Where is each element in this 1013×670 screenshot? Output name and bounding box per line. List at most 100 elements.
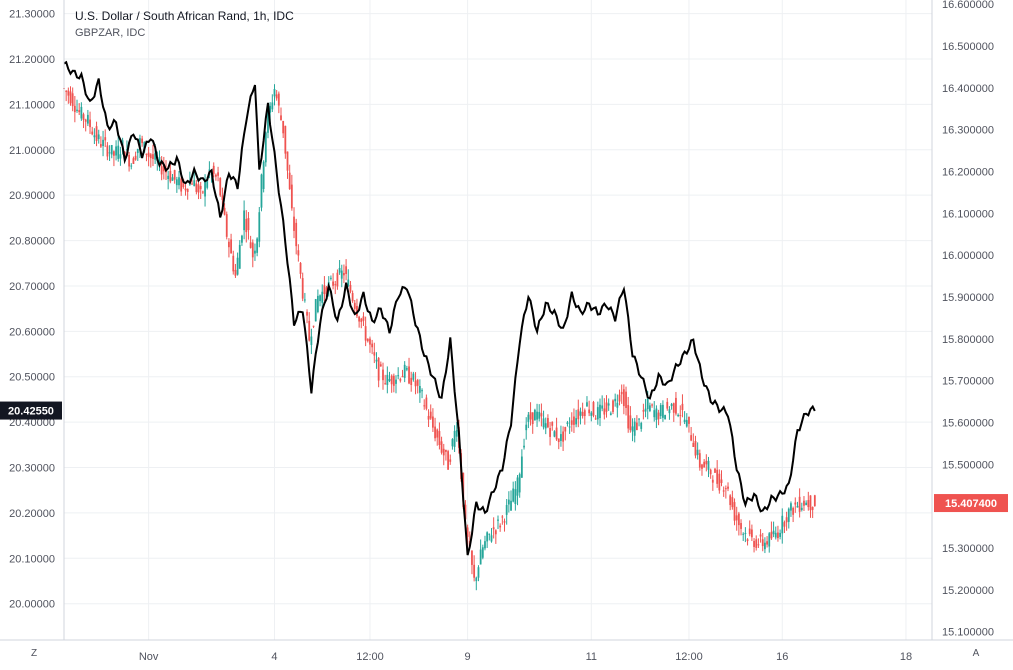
candle-body [258,212,261,242]
candle-body [392,375,395,386]
candle-body [84,119,87,122]
candle-body [160,166,163,175]
candle-body [716,469,719,484]
candle-body [772,530,775,535]
left-last-price-label: 20.42550 [8,406,54,418]
candle-body [484,541,486,549]
candle-body [531,412,534,425]
candle-body [787,508,790,522]
candle-body [599,404,601,419]
candle-body [477,567,480,578]
candle-body [390,375,393,385]
candle-body [264,132,267,163]
candle-body [442,448,445,456]
candle-body [197,184,200,193]
left-tick-label: 21.10000 [9,99,55,111]
candle-body [720,479,723,484]
candle-body [592,402,595,416]
candle-body [542,418,545,428]
candle-body [796,505,799,508]
candle-body [178,177,180,186]
candle-body [325,287,328,297]
candle-body [709,469,712,475]
candle-body [399,378,402,381]
candle-body [718,473,721,491]
candle-body [590,412,593,416]
candle-body [282,120,285,134]
candle-body [759,534,762,537]
candle-body [596,407,599,420]
right-tick-label: 16.100000 [942,208,994,220]
candle-body [514,489,517,504]
candle-body [297,250,300,256]
candle-body [547,418,549,428]
candle-body [429,411,432,419]
candle-body [664,415,666,420]
candle-body [731,497,734,508]
candle-body [154,153,157,160]
candle-body [609,413,612,415]
candle-body [490,535,493,542]
candle-body [421,390,423,392]
candle-body [71,93,74,107]
candle-body [627,405,630,429]
candle-body [104,137,107,141]
right-last-price-badge [934,494,1008,513]
candle-body [662,404,664,418]
candle-body [184,188,187,191]
candle-body [284,125,287,154]
candle-body [798,496,801,512]
candle-body [690,435,693,441]
left-tick-label: 21.30000 [9,9,55,21]
gbpzar-line [63,60,816,556]
candle-body [299,262,302,274]
candle-body [241,235,243,243]
candle-body [175,179,178,186]
candle-body [631,426,634,432]
candle-body [256,238,259,253]
candle-body [269,105,272,113]
candle-body [440,441,443,453]
auto-scale-button[interactable]: A [972,648,980,659]
candle-body [371,343,374,348]
candle-body [262,161,265,189]
candle-body [345,266,347,275]
candle-body [301,278,304,299]
candle-body [675,397,677,414]
candle-body [516,477,519,496]
candle-body [792,507,795,515]
candle-body [288,172,291,190]
candle-body [755,539,758,548]
timezone-button[interactable]: Z [30,648,38,659]
legend-overlay-symbol[interactable]: GBPZAR, IDC [75,27,146,39]
candle-body [527,414,530,422]
candle-body [644,408,647,412]
left-tick-label: 20.70000 [9,281,55,293]
left-price-axis[interactable]: 21.30000 21.20000 21.10000 21.00000 20.90000… [9,9,55,611]
candle-body [475,577,478,582]
candle-body [651,404,653,406]
legend-main-symbol[interactable]: U.S. Dollar / South African Rand, 1h, ID… [75,9,294,23]
candle-body [809,495,812,511]
candle-body [80,106,83,119]
candle-body [603,408,606,415]
left-tick-label: 20.20000 [9,508,55,520]
candle-body [447,451,449,470]
candle-body [408,366,410,384]
candle-body [445,449,447,452]
candle-body [492,527,495,530]
candle-body [696,449,699,455]
candle-body [141,138,144,144]
candle-body [518,474,521,493]
candle-body [503,521,506,523]
time-axis[interactable]: Nov 4 12:00 9 11 12:00 16 18 [139,651,912,663]
candle-body [228,241,230,248]
candle-body [432,416,434,428]
candle-body [217,172,219,176]
candle-body [453,430,456,447]
candle-body [724,488,727,490]
candle-body [685,420,688,427]
right-tick-label: 16.000000 [942,250,994,262]
